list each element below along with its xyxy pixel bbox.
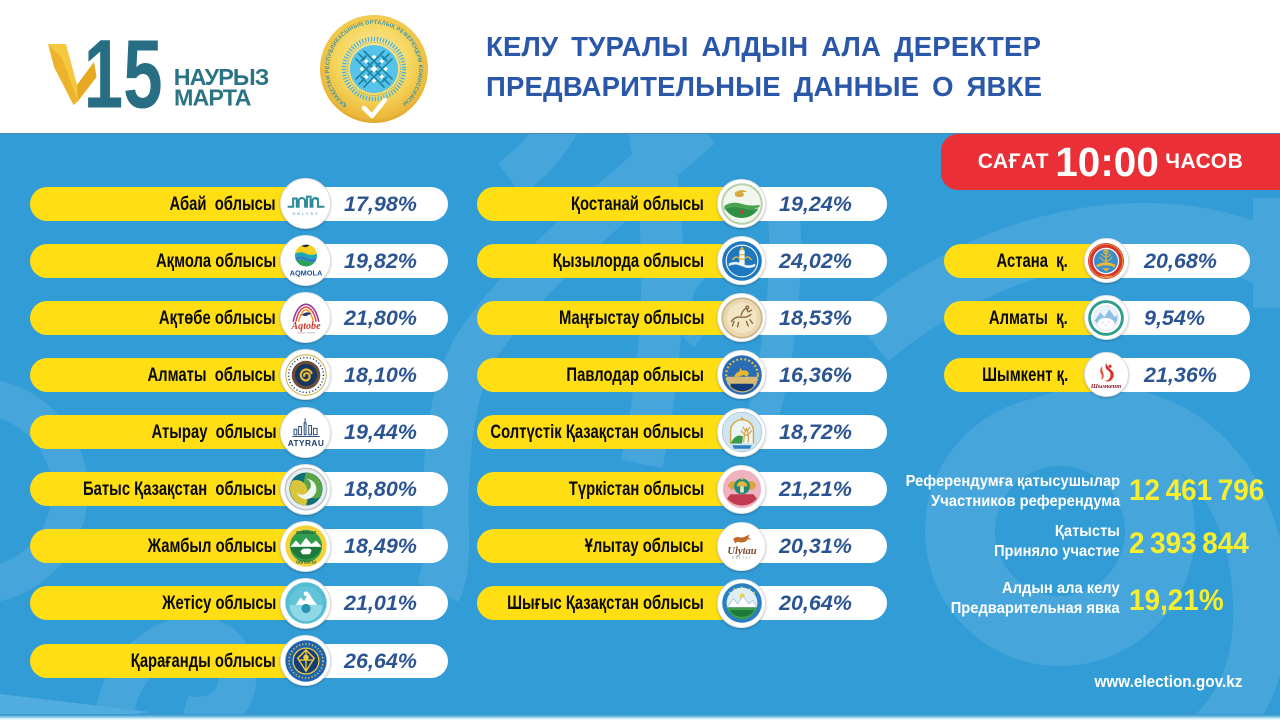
- svg-text:МАРТА: МАРТА: [174, 85, 252, 111]
- svg-text:OBLYSY: OBLYSY: [731, 556, 751, 560]
- svg-text:ЖАМБЫЛ: ЖАМБЫЛ: [294, 530, 315, 535]
- svg-text:Ulytau: Ulytau: [727, 546, 756, 557]
- svg-text:Шымкент: Шымкент: [1090, 383, 1121, 390]
- svg-text:Aqtobe: Aqtobe: [290, 321, 321, 332]
- svg-text:aqtobe oblysy: aqtobe oblysy: [296, 330, 315, 334]
- svg-text:OBLYSY: OBLYSY: [292, 212, 319, 216]
- svg-text:ОБЛЫСЫ: ОБЛЫСЫ: [295, 560, 315, 565]
- svg-text:15: 15: [84, 34, 163, 116]
- svg-text:НАУРЫЗ: НАУРЫЗ: [174, 64, 269, 90]
- svg-text:ATYRAU: ATYRAU: [287, 439, 324, 448]
- svg-text:AQMOLA: AQMOLA: [289, 268, 322, 277]
- svg-text:АСТАНА: АСТАНА: [1100, 274, 1112, 278]
